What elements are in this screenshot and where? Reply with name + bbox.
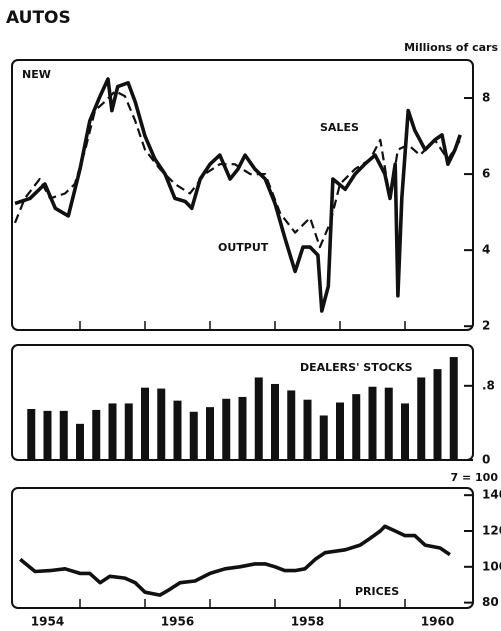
y-tick-label: 2 <box>482 319 490 333</box>
bar <box>271 383 279 460</box>
bar <box>433 369 442 460</box>
annotation: OUTPUT <box>218 241 269 254</box>
bar <box>336 402 344 460</box>
panel-label: PRICES <box>355 585 399 598</box>
bar <box>108 403 117 460</box>
bar <box>141 387 149 460</box>
bar <box>173 400 182 460</box>
bar <box>189 411 198 460</box>
y-tick-label: 0 <box>482 453 490 467</box>
bar <box>206 407 214 460</box>
bar <box>222 398 231 460</box>
y-tick-label: .8 <box>482 378 495 392</box>
y-tick-label: 8 <box>482 91 490 105</box>
unit-label: Millions of cars <box>404 41 498 54</box>
series-line <box>14 77 462 313</box>
y-tick-label: 4 <box>482 243 490 257</box>
x-tick-label: 1958 <box>291 615 324 629</box>
bar <box>384 387 393 460</box>
y-tick-label: 100 <box>482 559 501 573</box>
y-tick-label: 120 <box>482 523 501 537</box>
panel-label: NEW <box>22 68 51 81</box>
annotation: SALES <box>320 121 359 134</box>
panel-frame <box>11 487 474 609</box>
y-tick-label: 140 <box>482 488 501 502</box>
bar <box>157 388 166 460</box>
bar <box>238 396 247 460</box>
bar <box>401 403 409 460</box>
bar <box>319 415 328 460</box>
x-tick-label: 1956 <box>161 615 194 629</box>
bar <box>303 399 312 460</box>
bar <box>417 377 426 460</box>
bar <box>76 423 84 460</box>
unit-label: 7 = 100 <box>451 471 499 484</box>
bar <box>449 357 458 460</box>
y-tick-label: 80 <box>482 595 499 609</box>
bar <box>254 377 263 460</box>
panel-frame <box>11 59 474 331</box>
x-tick-label: 1960 <box>421 615 454 629</box>
bar <box>59 410 68 460</box>
panel-label: DEALERS' STOCKS <box>300 361 413 374</box>
x-tick-label: 1954 <box>31 615 64 629</box>
bar <box>287 390 296 460</box>
series-line <box>13 90 462 249</box>
bar <box>352 394 361 460</box>
chart-title: AUTOS <box>6 8 71 28</box>
series-line <box>19 524 451 597</box>
bar <box>27 408 36 460</box>
y-tick-label: 6 <box>482 167 490 181</box>
bar <box>124 403 133 460</box>
bar <box>368 386 377 460</box>
bar <box>92 409 101 460</box>
bar <box>43 410 52 460</box>
